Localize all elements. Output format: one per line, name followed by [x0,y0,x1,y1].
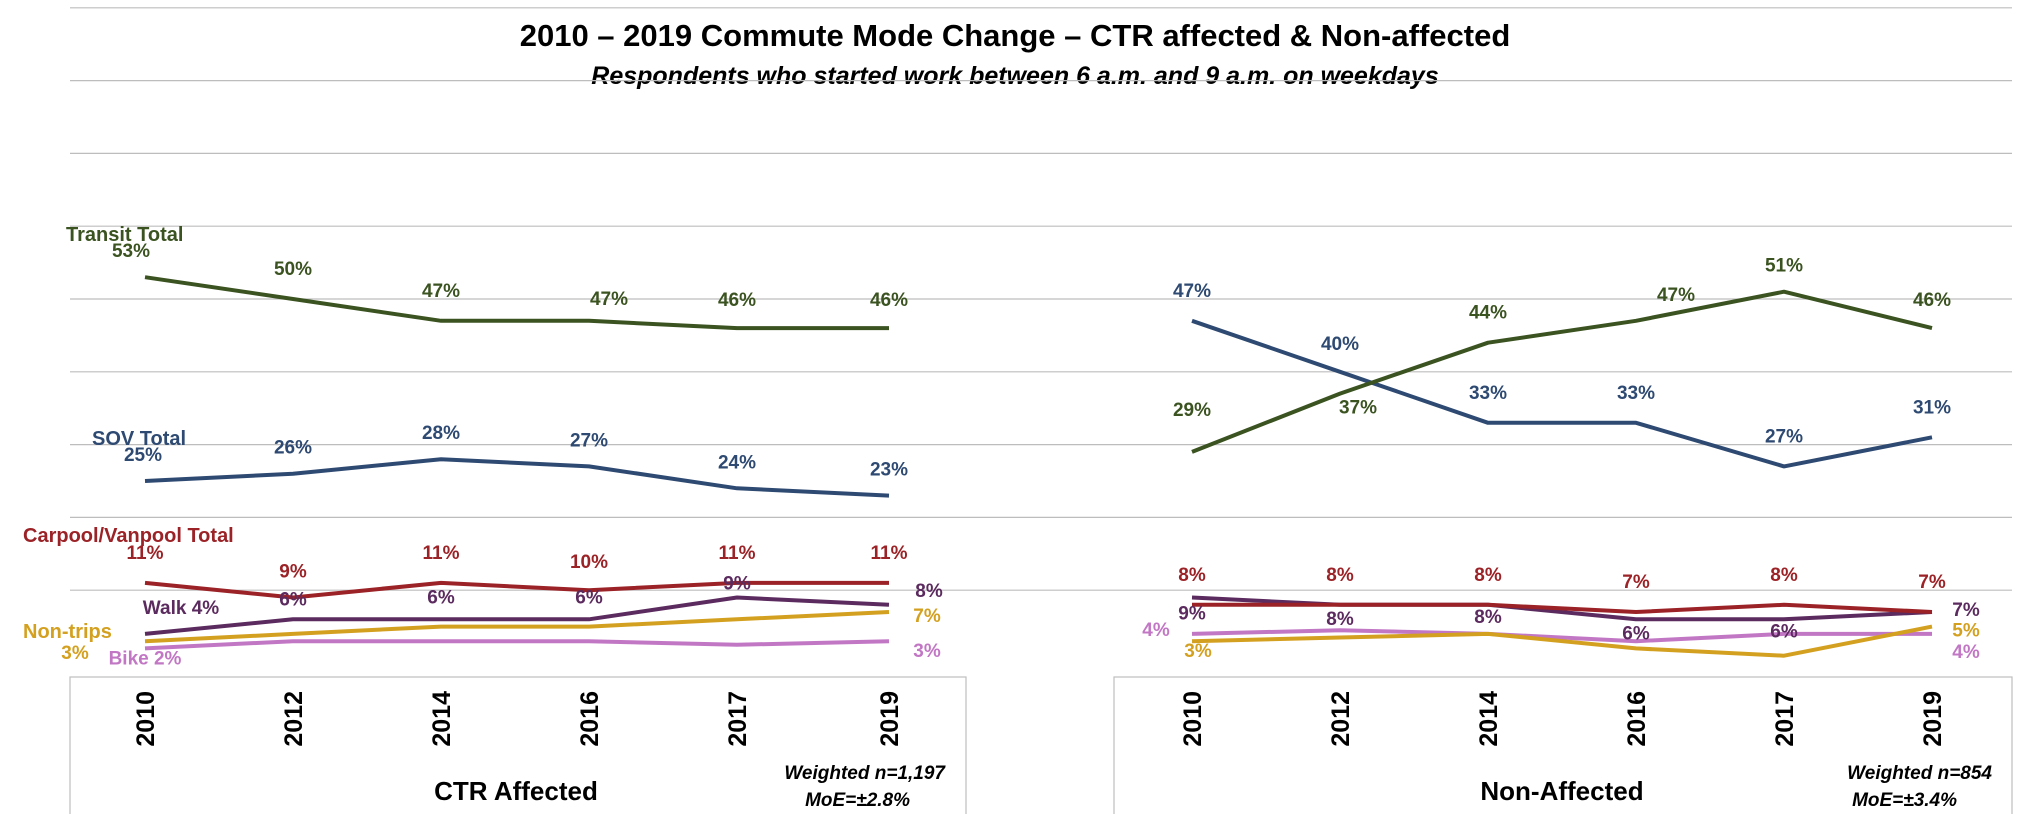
x-tick-label: 2012 [1327,691,1355,747]
data-label: 8% [915,581,943,602]
series-line-sov-total-ctr-affected [144,457,890,498]
data-label: 27% [1765,426,1803,447]
data-label: 46% [1913,290,1951,311]
data-label: 7% [1952,600,1980,621]
data-label: 46% [870,290,908,311]
data-label: 6% [427,587,455,608]
data-label: 6% [279,589,307,610]
data-label: 31% [1913,397,1951,418]
data-label: 11% [423,543,460,564]
data-label: 7% [1918,572,1946,593]
data-label: 4% [1952,642,1980,663]
x-tick-label: 2014 [1475,691,1503,747]
panel-category-label: CTR Affected [434,776,598,806]
series-line-carpool-vanpool-total-ctr-affected [144,580,889,600]
data-label: 24% [718,452,756,473]
data-label: 53% [112,241,150,262]
x-tick-label: 2010 [1179,691,1207,747]
sample-size-note: Weighted n=854 [1847,763,1992,784]
data-label: 50% [274,259,312,280]
data-label: 10% [570,552,608,573]
x-tick-label: 2019 [876,691,904,747]
series-name-label: Non-trips [23,621,112,643]
data-label: 8% [1326,609,1354,630]
x-tick-label: 2019 [1919,691,1947,747]
data-label: 8% [1770,565,1798,586]
series-line-non-trips-non-affected [1191,624,1933,658]
series-line-transit-total-non-affected [1191,289,1933,454]
data-label: 9% [723,573,751,594]
data-label: 46% [718,290,756,311]
data-label: 4% [1142,620,1170,641]
data-label: 47% [590,289,628,310]
series-line-sov-total-non-affected [1191,318,1933,469]
data-label: 27% [570,430,608,451]
data-label: 7% [1622,572,1650,593]
data-label: 6% [1622,623,1650,644]
data-label: 26% [274,438,312,459]
data-label: 6% [1770,621,1798,642]
x-tick-label: 2010 [132,691,160,747]
data-label: 28% [422,423,460,444]
x-tick-label: 2016 [576,691,604,747]
series-name-label: Carpool/Vanpool Total [23,525,234,547]
series-line-carpool-vanpool-total-non-affected [1192,602,1933,614]
data-label: 23% [870,460,908,481]
data-label: 47% [1173,281,1211,302]
data-label: 11% [871,543,908,564]
series-name-label: SOV Total [92,428,186,450]
x-tick-label: 2014 [428,691,456,747]
series-line-transit-total-ctr-affected [144,275,889,331]
data-label: 29% [1173,400,1211,421]
data-label: 11% [127,543,164,564]
x-tick-label: 2016 [1623,691,1651,747]
data-label: 47% [422,281,460,302]
data-label: 40% [1321,334,1359,355]
data-label: 3% [913,641,941,662]
data-label: 33% [1469,383,1507,404]
data-label: 25% [124,445,162,466]
sample-size-note: Weighted n=1,197 [784,763,946,784]
data-label: 33% [1617,383,1655,404]
panel-category-label: Non-Affected [1480,776,1643,806]
category-panel-frame [1113,676,2013,814]
data-label: 3% [1184,641,1212,662]
data-label: 9% [279,561,307,582]
data-label: 11% [719,543,756,564]
data-label: 7% [913,606,941,627]
data-label: 47% [1657,285,1695,306]
data-label: 3% [61,643,89,664]
data-label: 5% [1952,621,1980,642]
data-label: 8% [1178,565,1206,586]
moe-note: MoE=±2.8% [805,790,910,811]
series-line-bike-ctr-affected [144,639,890,651]
data-label: Bike 2% [109,648,182,669]
series-line-bike-non-affected [1191,628,1932,644]
data-label: 8% [1326,565,1354,586]
moe-note: MoE=±3.4% [1852,790,1957,811]
x-tick-label: 2017 [1771,691,1799,747]
series-line-non-trips-ctr-affected [144,610,890,644]
chart-title: 2010 – 2019 Commute Mode Change – CTR af… [519,18,1511,53]
x-tick-label: 2017 [724,691,752,747]
data-label: 44% [1469,303,1507,324]
x-tick-label: 2012 [280,691,308,747]
data-label: 9% [1178,603,1206,624]
series-name-label: Transit Total [66,224,183,246]
data-label: 8% [1474,565,1502,586]
data-label: 6% [575,587,603,608]
category-panel-frame [69,676,967,814]
series-line-walk-ctr-affected [144,595,890,636]
data-label: 8% [1474,607,1502,628]
data-label: 51% [1765,256,1803,277]
chart-subtitle: Respondents who started work between 6 a… [591,62,1439,90]
data-label: Walk 4% [143,598,219,619]
data-label: 37% [1339,398,1377,419]
